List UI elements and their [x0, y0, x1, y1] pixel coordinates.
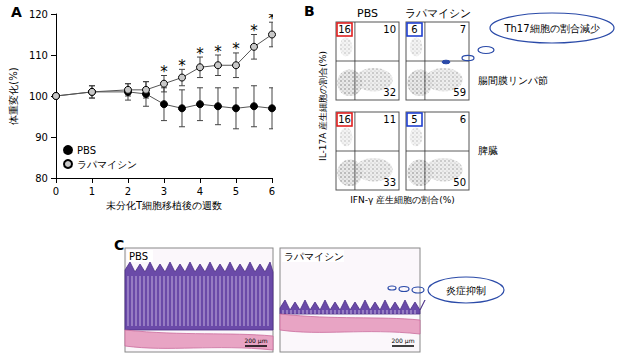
svg-text:6: 6 — [269, 186, 275, 197]
svg-text:Th17細胞の割合減少: Th17細胞の割合減少 — [503, 23, 599, 34]
svg-text:*: * — [214, 43, 222, 61]
svg-text:ラパマイシン: ラパマイシン — [77, 159, 137, 170]
svg-text:IFN-γ 産生細胞の割合(%): IFN-γ 産生細胞の割合(%) — [350, 195, 455, 205]
svg-text:7: 7 — [460, 24, 466, 35]
svg-text:10: 10 — [383, 24, 396, 35]
svg-text:腸間膜リンパ節: 腸間膜リンパ節 — [478, 75, 548, 86]
svg-text:A: A — [11, 4, 22, 20]
svg-text:ラパマイシン: ラパマイシン — [405, 7, 471, 20]
svg-text:4: 4 — [197, 186, 203, 197]
svg-text:200 μm: 200 μm — [391, 337, 414, 345]
svg-text:110: 110 — [29, 50, 48, 61]
svg-text:59: 59 — [453, 87, 466, 98]
svg-text:6: 6 — [411, 24, 417, 35]
svg-text:32: 32 — [383, 87, 396, 98]
svg-text:120: 120 — [29, 9, 48, 20]
svg-text:*: * — [268, 10, 276, 28]
svg-text:PBS: PBS — [77, 145, 96, 156]
svg-text:33: 33 — [383, 177, 396, 188]
svg-text:80: 80 — [35, 173, 48, 184]
svg-text:1: 1 — [89, 186, 95, 197]
svg-text:16: 16 — [338, 24, 351, 35]
svg-text:90: 90 — [35, 132, 48, 143]
svg-text:ラパマイシン: ラパマイシン — [284, 251, 344, 262]
svg-text:未分化T細胞移植後の週数: 未分化T細胞移植後の週数 — [106, 200, 222, 211]
svg-text:*: * — [160, 63, 168, 81]
svg-text:200 μm: 200 μm — [244, 337, 267, 345]
svg-text:5: 5 — [233, 186, 239, 197]
svg-text:*: * — [196, 45, 204, 63]
svg-text:炎症抑制: 炎症抑制 — [446, 285, 486, 296]
svg-text:PBS: PBS — [129, 251, 148, 262]
svg-text:5: 5 — [411, 114, 417, 125]
svg-text:体重変化(%): 体重変化(%) — [8, 67, 19, 124]
svg-text:*: * — [250, 22, 258, 40]
svg-text:*: * — [178, 57, 186, 75]
svg-text:0: 0 — [53, 186, 59, 197]
svg-text:C: C — [114, 237, 124, 253]
svg-text:IL-17A 産生細胞の割合(%): IL-17A 産生細胞の割合(%) — [318, 51, 328, 161]
svg-text:B: B — [304, 3, 315, 19]
svg-text:16: 16 — [338, 114, 351, 125]
svg-text:PBS: PBS — [357, 7, 378, 20]
svg-text:100: 100 — [29, 91, 48, 102]
svg-text:2: 2 — [125, 186, 131, 197]
svg-text:*: * — [232, 40, 240, 58]
svg-text:脾臓: 脾臓 — [478, 145, 498, 156]
svg-text:6: 6 — [460, 114, 466, 125]
svg-text:50: 50 — [453, 177, 466, 188]
svg-text:3: 3 — [161, 186, 167, 197]
svg-text:11: 11 — [383, 114, 396, 125]
